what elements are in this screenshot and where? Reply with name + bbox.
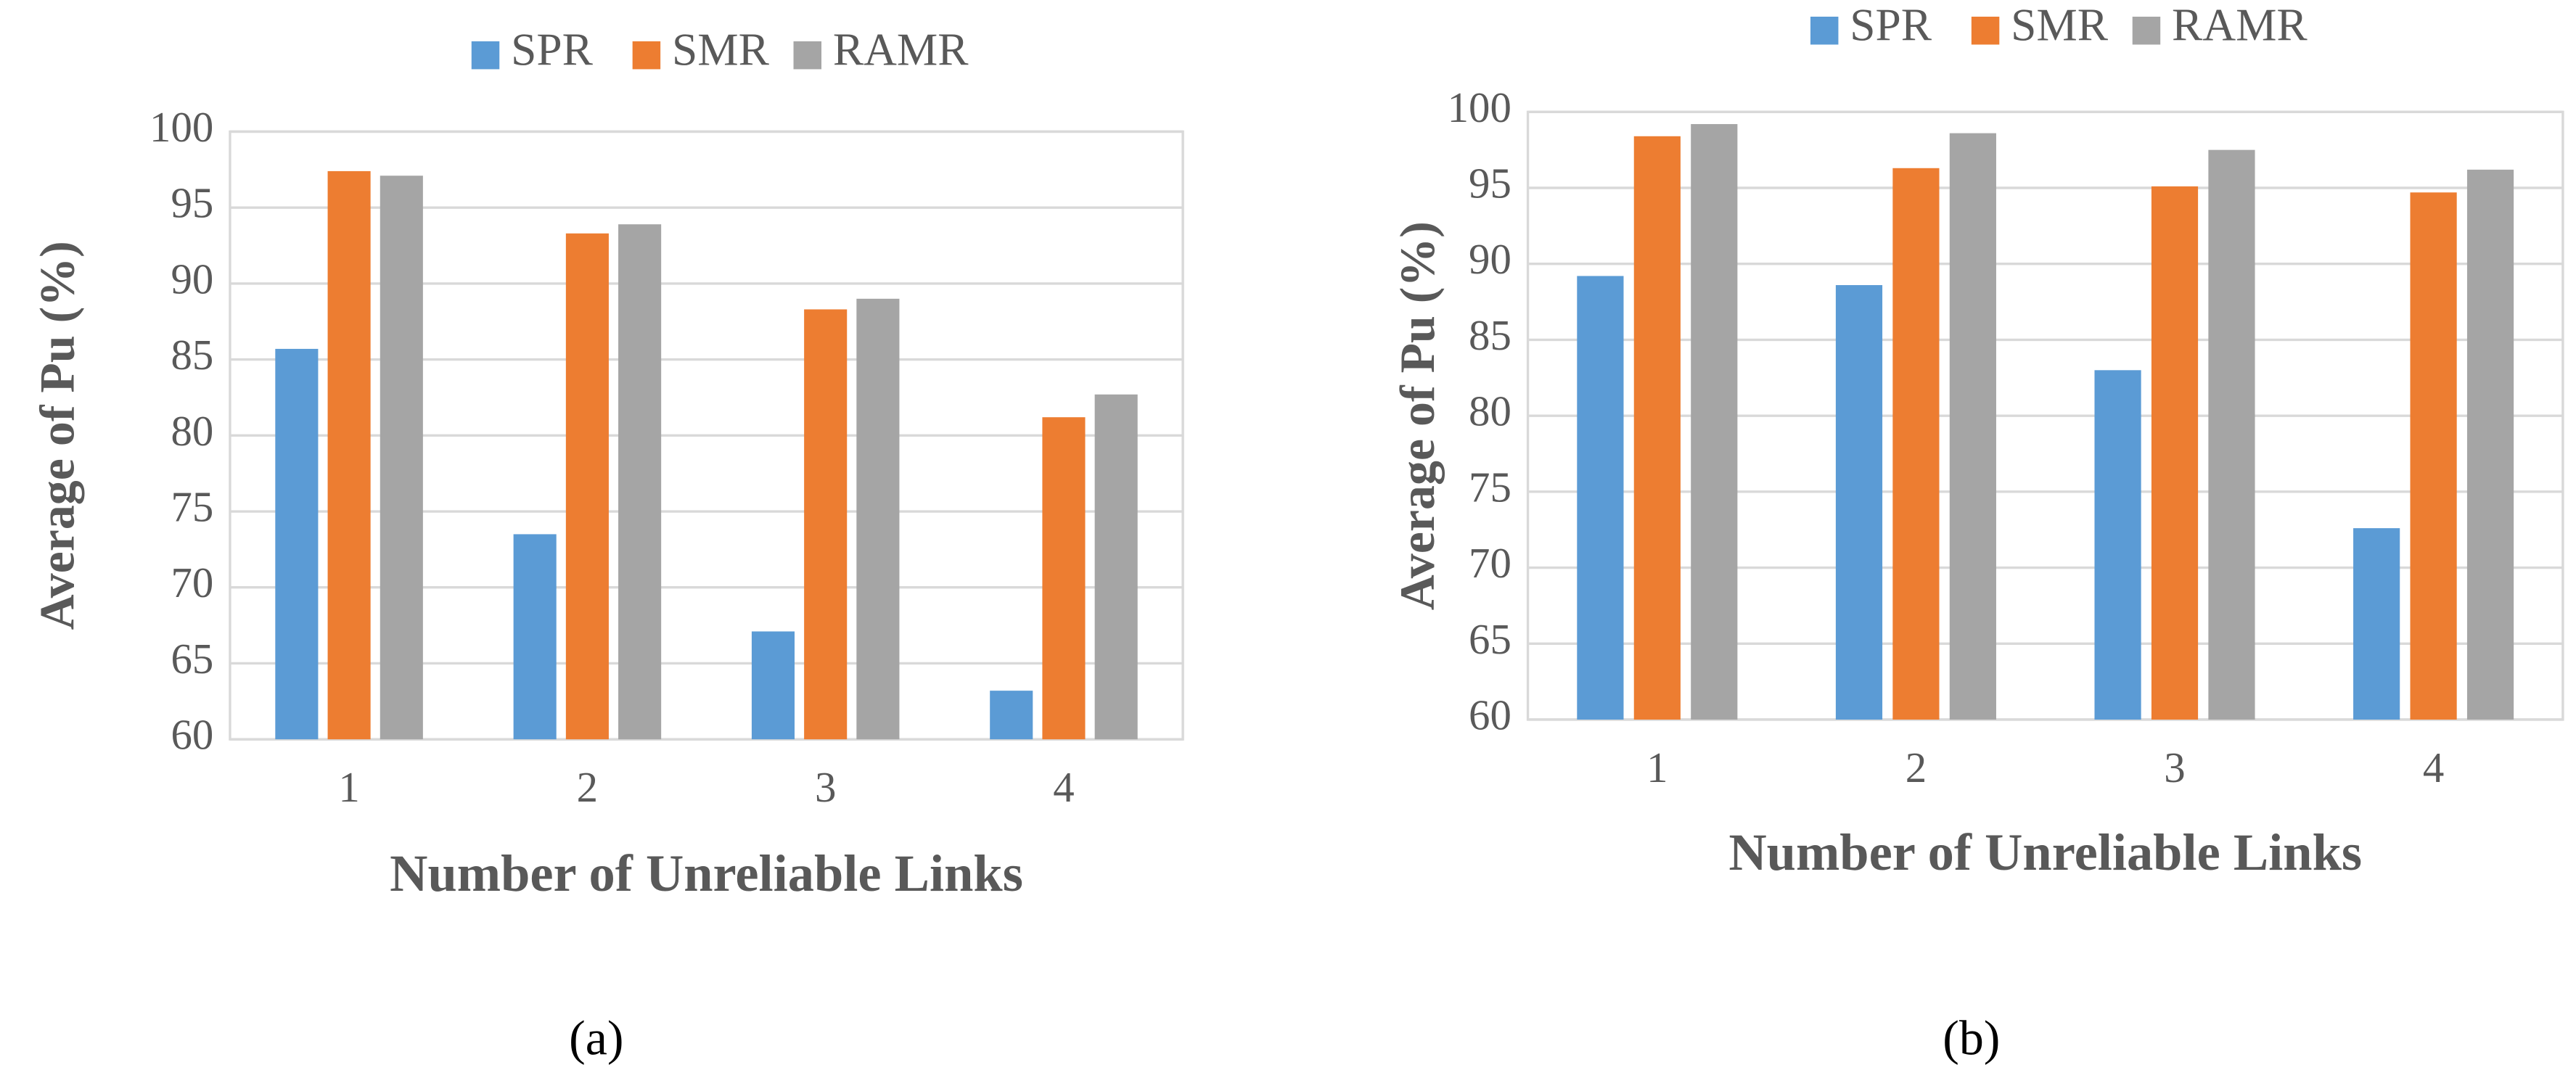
bar [1892,168,1940,720]
y-tick-label: 70 [171,559,213,606]
bar [2208,149,2255,720]
bar [804,309,848,740]
y-axis-label: Average of Pu (%) [1390,221,1445,610]
bar [2410,192,2457,720]
bar [380,176,423,740]
x-tick-label: 3 [2164,744,2185,791]
bar [565,233,609,740]
bar [990,691,1033,740]
legend-swatch [793,41,822,70]
y-tick-label: 95 [171,180,213,227]
x-axis-label: Number of Unreliable Links [390,844,1023,902]
x-tick-label: 4 [2423,744,2444,791]
x-axis-label: Number of Unreliable Links [1728,823,2362,881]
y-tick-label: 100 [1448,84,1511,131]
legend-swatch [471,41,500,70]
bar [856,298,900,740]
y-axis-label: Average of Pu (%) [30,241,85,630]
y-tick-label: 90 [1469,236,1511,283]
legend-label: SPR [511,25,593,75]
x-tick-label: 4 [1053,764,1074,811]
bar [1577,276,1624,720]
legend-label: SPR [1850,0,1932,51]
legend-label: RAMR [2172,0,2308,51]
legend-label: RAMR [833,25,969,75]
legend-swatch [632,41,661,70]
legend-label: SMR [2011,0,2109,51]
bar [1633,136,1681,720]
bar [618,224,662,740]
x-tick-label: 2 [1906,744,1927,791]
x-tick-label: 3 [815,764,836,811]
legend-swatch [2132,16,2161,45]
y-tick-label: 75 [171,484,213,531]
y-tick-label: 75 [1469,464,1511,511]
x-tick-label: 2 [577,764,598,811]
bar [513,534,557,740]
y-tick-label: 80 [171,408,213,455]
y-tick-label: 65 [171,635,213,683]
bar [1691,124,1738,720]
y-tick-label: 60 [171,712,213,759]
bar [2094,370,2141,720]
y-tick-label: 80 [1469,388,1511,435]
bar [1835,285,1883,720]
y-tick-label: 100 [149,104,213,151]
y-tick-label: 70 [1469,540,1511,587]
bar [2151,186,2199,720]
x-tick-label: 1 [338,764,359,811]
legend-label: SMR [672,25,770,75]
bar [327,170,371,740]
y-tick-label: 60 [1469,692,1511,739]
bar [1042,417,1086,740]
caption: (a) [569,1010,623,1066]
caption: (b) [1943,1010,2000,1066]
bar [751,631,795,740]
y-tick-label: 85 [1469,312,1511,359]
bar [1094,394,1138,740]
y-tick-label: 65 [1469,616,1511,663]
y-tick-label: 85 [171,332,213,379]
y-tick-label: 95 [1469,160,1511,207]
bar [2466,169,2514,720]
legend-swatch [1971,16,2000,45]
bar [2353,528,2400,720]
bar [275,348,319,740]
x-tick-label: 1 [1646,744,1668,791]
bar [1949,133,1996,720]
legend-swatch [1810,16,1839,45]
y-tick-label: 90 [171,255,213,302]
